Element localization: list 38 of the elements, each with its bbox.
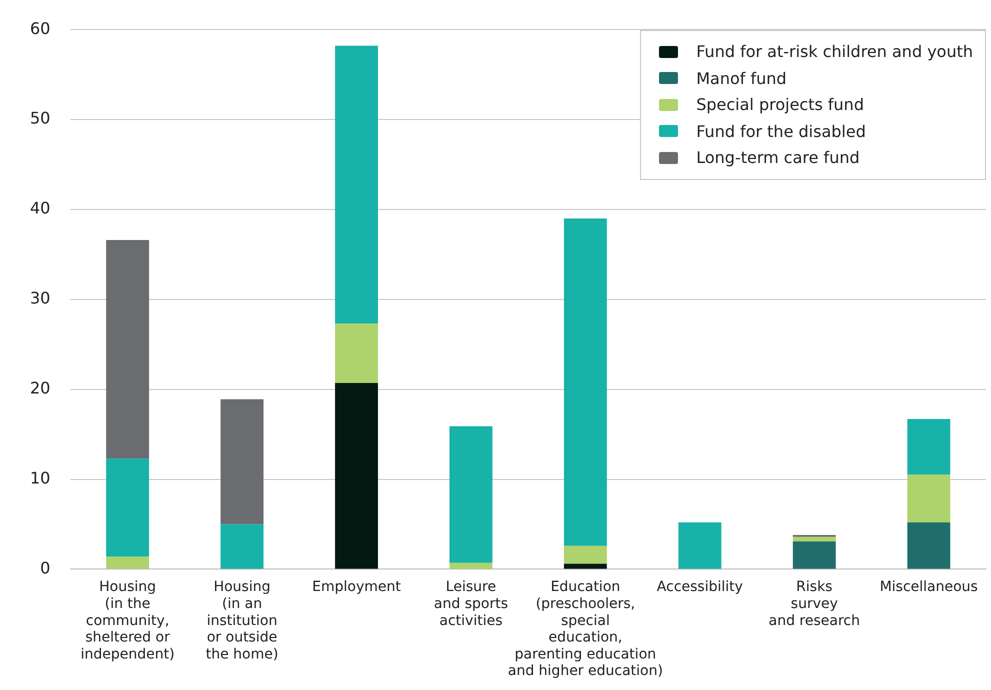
legend-label: Long-term care fund (696, 148, 860, 168)
bar (220, 399, 264, 524)
x-tick-label: Accessibility (656, 579, 743, 596)
bar (907, 522, 950, 569)
bar (449, 562, 492, 569)
bar (335, 46, 378, 324)
y-tick-label: 50 (30, 108, 50, 128)
legend-label: Special projects fund (696, 95, 864, 114)
y-tick-label: 40 (30, 198, 50, 218)
bar (564, 546, 607, 564)
bar (907, 474, 950, 522)
bar (907, 419, 950, 475)
y-tick-label: 0 (40, 558, 50, 578)
legend-label: Fund for the disabled (696, 122, 866, 141)
bar (449, 426, 492, 563)
bar (678, 522, 722, 569)
bar (792, 541, 836, 569)
bar (564, 218, 607, 546)
legend-label: Manof fund (696, 68, 787, 88)
x-tick-label: Risks survey and research (768, 579, 860, 629)
y-tick-label: 20 (30, 378, 50, 398)
x-tick-label: Employment (312, 579, 402, 596)
bar (106, 458, 150, 557)
x-tick-label: Housing (in the community, sheltered or independent) (80, 579, 175, 662)
y-tick-label: 60 (30, 18, 50, 38)
bar (335, 324, 378, 384)
bar (564, 564, 607, 569)
legend-label: Fund for at-risk children and youth (696, 42, 973, 62)
y-tick-label: 10 (30, 468, 50, 488)
bar (106, 556, 150, 569)
bar (335, 383, 378, 569)
bar (106, 240, 150, 459)
x-tick-label: Miscellaneous (880, 579, 978, 596)
y-tick-label: 30 (30, 288, 50, 308)
x-tick-label: Leisure and sports activities (434, 579, 508, 629)
bar (220, 524, 264, 569)
x-tick-label: Housing (in an institution or outside the home) (206, 579, 278, 662)
bar (792, 536, 836, 542)
